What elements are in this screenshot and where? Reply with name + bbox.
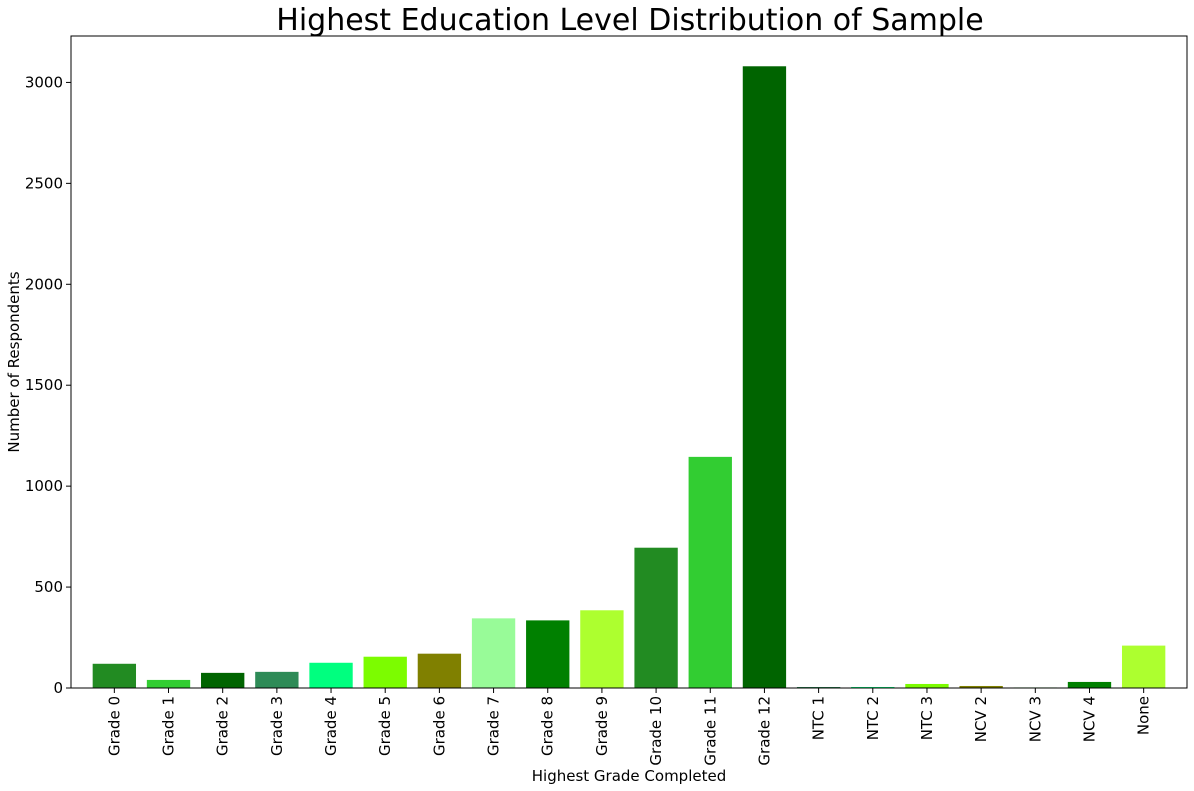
- bar-grade-4: [309, 662, 353, 688]
- y-tick-label: 1000: [25, 477, 63, 495]
- bar-grade-12: [742, 66, 787, 689]
- bar-grade-3: [255, 671, 299, 688]
- bar-ncv-2: [959, 685, 1003, 688]
- x-tick-label: NCV 2: [972, 696, 990, 742]
- x-tick-label: Grade 3: [268, 696, 286, 756]
- y-tick-label: 2500: [25, 174, 63, 192]
- bar-ntc-3: [905, 683, 949, 688]
- y-tick-label: 3000: [25, 73, 63, 91]
- bar-none: [1121, 645, 1166, 688]
- x-tick-label: Grade 12: [755, 696, 773, 766]
- x-axis: Grade 0 Grade 1 Grade 2 Grade 3 Grade 4 Grade…: [105, 688, 1153, 766]
- bar-ntc-1: [796, 686, 841, 688]
- plot-frame: [70, 35, 1188, 689]
- bar-grade-6: [417, 653, 462, 688]
- x-tick-label: NTC 2: [864, 696, 882, 740]
- x-tick-label: NCV 3: [1026, 696, 1044, 742]
- x-tick-label: Grade 6: [430, 696, 448, 756]
- x-tick-label: NTC 1: [810, 696, 828, 740]
- x-tick-label: NCV 4: [1080, 696, 1098, 742]
- y-tick-label: 500: [34, 578, 63, 596]
- x-axis-label: Highest Grade Completed: [532, 767, 726, 785]
- bar-grade-1: [146, 679, 191, 688]
- x-tick-label: Grade 2: [214, 696, 232, 756]
- y-axis: 0 500 1000 1500 2000 2500 3000: [25, 73, 71, 697]
- x-tick-label: Grade 4: [322, 696, 340, 756]
- y-tick-label: 0: [53, 679, 63, 697]
- x-tick-label: Grade 11: [701, 696, 719, 766]
- x-tick-label: NTC 3: [918, 696, 936, 740]
- x-tick-label: Grade 8: [539, 696, 557, 756]
- x-tick-label: Grade 7: [485, 696, 503, 756]
- x-tick-label: None: [1135, 696, 1153, 735]
- bar-grade-0: [92, 663, 137, 688]
- x-tick-label: Grade 1: [160, 696, 178, 756]
- bars: [92, 66, 1166, 689]
- bar-grade-10: [634, 547, 678, 688]
- bar-grade-8: [526, 620, 570, 688]
- y-tick-label: 1500: [25, 376, 63, 394]
- y-axis-label: Number of Respondents: [5, 271, 23, 452]
- bar-grade-2: [201, 672, 245, 688]
- y-tick-label: 2000: [25, 275, 63, 293]
- bar-ntc-2: [851, 686, 895, 688]
- bar-grade-9: [580, 610, 624, 688]
- x-tick-label: Grade 9: [593, 696, 611, 756]
- bar-ncv-4: [1067, 681, 1112, 688]
- x-tick-label: Grade 5: [376, 696, 394, 756]
- bar-grade-5: [363, 656, 407, 688]
- x-tick-label: Grade 0: [105, 696, 123, 756]
- bar-grade-11: [688, 456, 732, 688]
- bar-grade-7: [471, 618, 516, 688]
- x-tick-label: Grade 10: [647, 696, 665, 766]
- chart-title: Highest Education Level Distribution of …: [276, 3, 983, 38]
